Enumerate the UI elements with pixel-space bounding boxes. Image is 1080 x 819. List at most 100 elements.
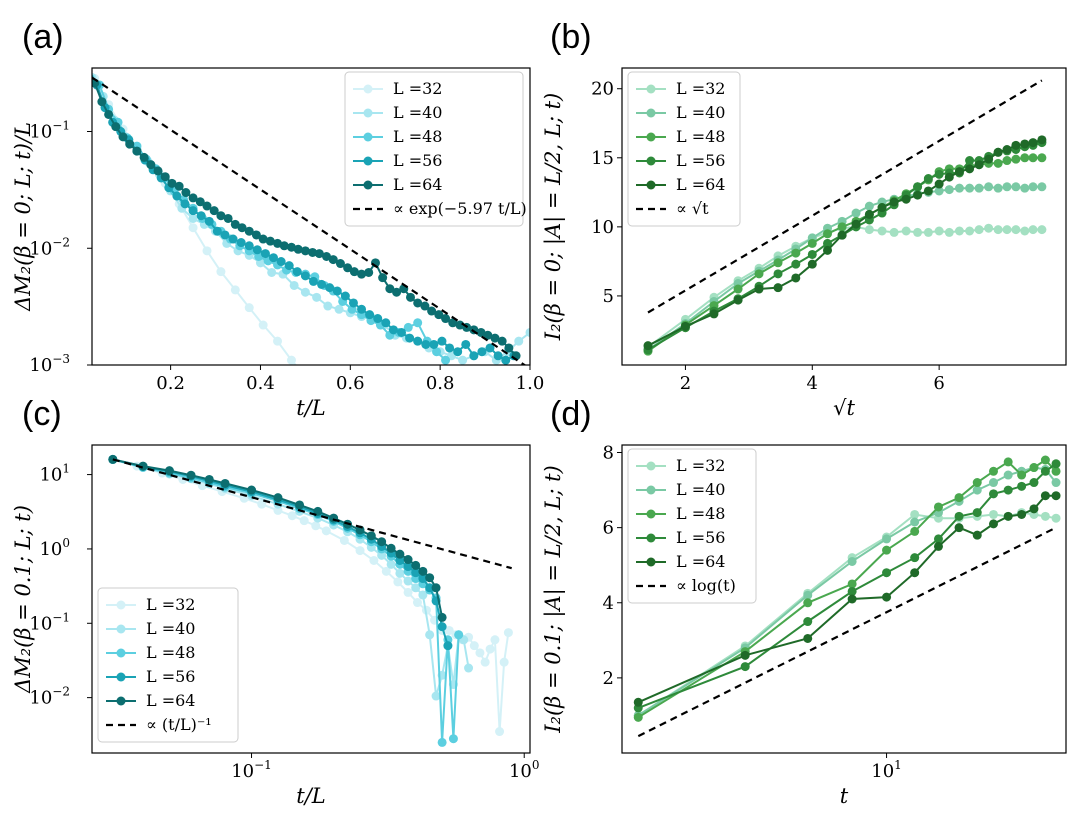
legend-entry: L =40 — [106, 619, 195, 638]
series-line — [647, 225, 1042, 348]
data-point — [910, 568, 920, 578]
axes-frame-d — [621, 444, 1067, 754]
data-point — [393, 577, 403, 587]
data-point — [480, 657, 490, 667]
data-point — [1028, 138, 1038, 148]
x-tick-label: 100 — [509, 758, 540, 782]
data-point — [448, 318, 458, 328]
data-point — [823, 229, 833, 239]
data-point — [499, 657, 509, 667]
data-point — [851, 208, 861, 218]
data-point — [332, 286, 342, 296]
data-point — [791, 273, 801, 283]
legend-marker — [646, 557, 656, 567]
legend-marker — [363, 156, 373, 166]
series-32 — [92, 73, 297, 365]
data-point — [445, 343, 455, 353]
y-tick-label: 20 — [591, 79, 614, 100]
series-48 — [633, 455, 1061, 722]
data-point — [944, 172, 954, 182]
data-point — [378, 273, 388, 283]
data-point — [125, 139, 135, 149]
ticks-b: 2 4 6 5 10 15 20 — [591, 79, 945, 394]
data-point — [160, 172, 170, 182]
fit-line — [92, 76, 527, 365]
legend-label: L =32 — [146, 595, 195, 614]
data-point — [244, 226, 254, 236]
data-point — [773, 269, 783, 279]
data-point — [437, 612, 447, 622]
y-tick-label: 2 — [603, 668, 614, 689]
legend-marker — [116, 648, 126, 658]
data-point — [395, 549, 405, 559]
data-point — [988, 466, 998, 476]
data-point — [453, 347, 463, 357]
data-point — [403, 562, 413, 572]
panel-b: 2 4 6 5 10 15 20 √t I₂(β = 0; |A| = L/2, L; t) L … — [541, 67, 1067, 420]
legend-marker — [116, 600, 126, 610]
legend-entry: L =64 — [353, 175, 442, 194]
x-tick-label: 4 — [807, 373, 818, 394]
data-point — [514, 336, 524, 346]
data-point — [476, 327, 486, 337]
data-point — [477, 347, 487, 357]
data-point — [286, 355, 296, 365]
data-point — [803, 617, 813, 627]
data-point — [421, 339, 431, 349]
data-point — [1011, 154, 1021, 164]
legend-entry: L =32 — [636, 79, 725, 98]
data-point — [847, 586, 857, 596]
data-point — [754, 284, 764, 294]
data-point — [1017, 509, 1027, 519]
y-tick-exponent: −1 — [52, 119, 70, 133]
data-point — [988, 519, 998, 529]
data-point — [475, 648, 485, 658]
data-point — [244, 303, 254, 313]
data-point — [1002, 182, 1012, 192]
legend-marker — [646, 84, 656, 94]
x-tick-label: 1.0 — [516, 373, 545, 394]
series-64 — [108, 454, 447, 622]
x-tick-exponent: 1 — [894, 758, 902, 772]
data-point — [325, 283, 335, 293]
data-point — [321, 251, 331, 261]
legend-entry: L =48 — [636, 127, 725, 146]
data-point — [365, 310, 375, 320]
y-tick-label: 4 — [603, 593, 614, 614]
data-point — [425, 573, 435, 583]
data-point — [300, 287, 310, 297]
legend-label: L =48 — [393, 127, 442, 146]
data-point — [355, 546, 365, 556]
panel-d: 101 2 4 6 8 t I₂(β = 0.1; |A| = L/2, L; t) L =3… — [541, 443, 1067, 808]
data-point — [418, 574, 428, 584]
series-line — [112, 458, 470, 697]
data-point — [357, 269, 367, 279]
legend-marker — [646, 509, 656, 519]
y-tick-exponent: 0 — [62, 536, 70, 550]
series-group-d — [633, 455, 1061, 738]
series-64 — [633, 491, 1061, 707]
data-point — [188, 193, 198, 203]
data-point — [469, 351, 479, 361]
data-point — [328, 255, 338, 265]
data-point — [988, 489, 998, 499]
data-point — [988, 509, 998, 519]
data-point — [153, 166, 163, 176]
data-point — [377, 550, 387, 560]
data-point — [349, 267, 359, 277]
legend-marker — [363, 108, 373, 118]
data-point — [901, 226, 911, 236]
y-axis-label-c: ΔM₂(β = 0.1; L; t) — [11, 505, 35, 694]
data-point — [910, 517, 920, 527]
series-56 — [633, 459, 1061, 713]
data-point — [254, 251, 264, 261]
data-point — [1011, 140, 1021, 150]
data-point — [965, 183, 975, 193]
legend-marker — [646, 533, 656, 543]
data-point — [882, 545, 892, 555]
data-point — [934, 169, 944, 179]
data-point — [295, 500, 305, 510]
data-point — [431, 583, 441, 593]
legend-marker — [646, 461, 656, 471]
series-line — [93, 77, 297, 365]
